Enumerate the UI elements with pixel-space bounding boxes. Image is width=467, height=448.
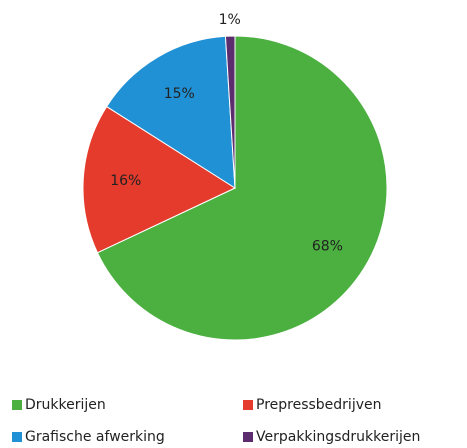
pie-slice bbox=[105, 35, 236, 189]
slice-label: 1% bbox=[219, 12, 241, 28]
legend-swatch bbox=[12, 400, 22, 410]
legend-label: Prepressbedrijven bbox=[256, 397, 382, 413]
pie-slice bbox=[96, 35, 388, 341]
legend-label: Drukkerijen bbox=[25, 397, 106, 413]
slice-label: 15% bbox=[164, 86, 195, 102]
legend-label: Grafische afwerking bbox=[25, 429, 165, 445]
legend-swatch bbox=[243, 400, 253, 410]
slice-label: 16% bbox=[110, 173, 141, 189]
legend-label: Verpakkingsdrukkerijen bbox=[256, 429, 420, 445]
legend-swatch bbox=[12, 432, 22, 442]
pie-slice bbox=[82, 105, 237, 254]
slice-label: 68% bbox=[312, 239, 343, 255]
pie-slice bbox=[224, 35, 236, 189]
legend-swatch bbox=[243, 432, 253, 442]
